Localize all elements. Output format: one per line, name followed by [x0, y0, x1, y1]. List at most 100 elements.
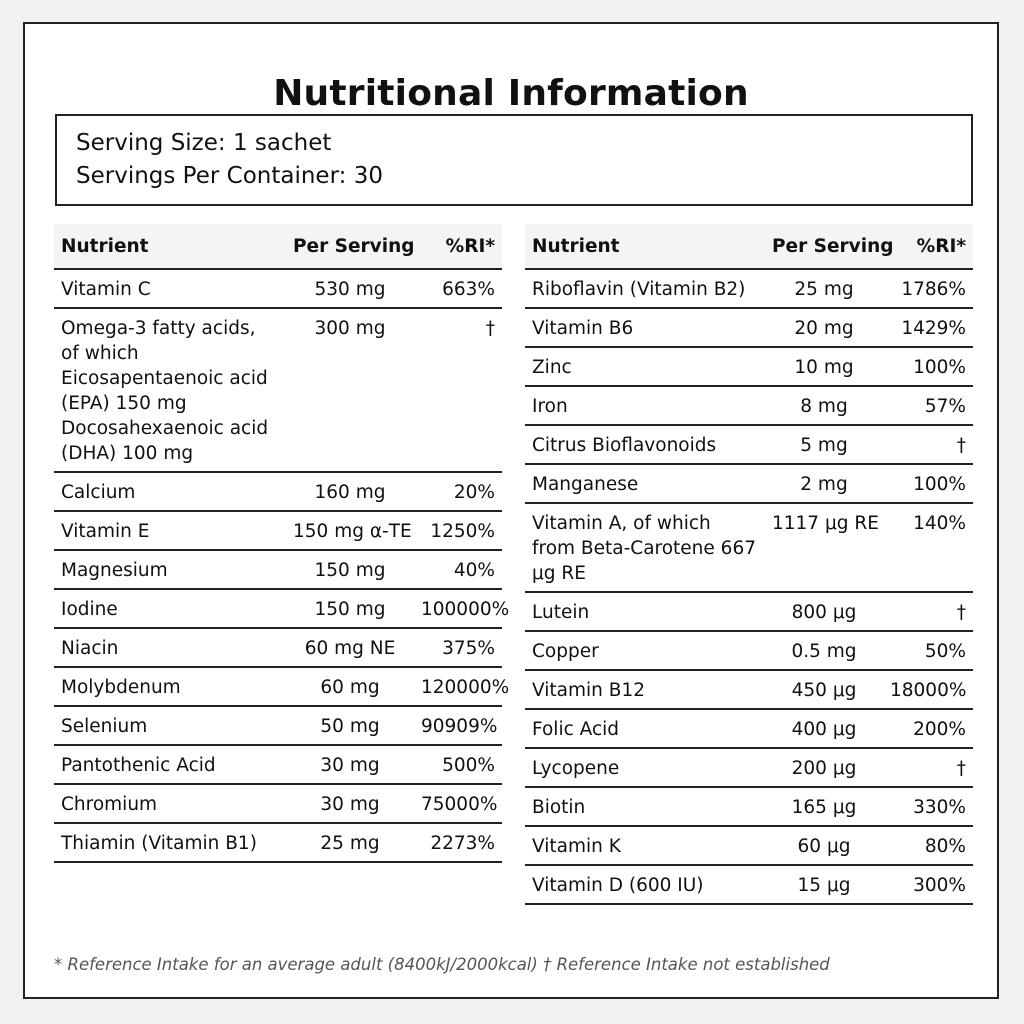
header-per-serving: Per Serving	[286, 224, 414, 270]
per-serving-value: 530 mg	[286, 269, 414, 309]
header-per-serving: Per Serving	[765, 224, 893, 270]
header-nutrient: Nutrient	[525, 224, 765, 270]
table-row: Magnesium 150 mg 40%	[54, 550, 502, 590]
table-row: Lycopene 200 μg †	[525, 748, 973, 788]
nutrient-name: Calcium	[54, 472, 286, 512]
table-row: Riboflavin (Vitamin B2) 25 mg 1786%	[525, 269, 973, 309]
table-row: Folic Acid 400 μg 200%	[525, 709, 973, 749]
nutrient-name: Chromium	[54, 784, 286, 824]
nutrient-name: Selenium	[54, 706, 286, 746]
ri-value: 2273%	[414, 823, 502, 863]
ri-value: 100%	[883, 347, 973, 387]
table-row: Omega-3 fatty acids, of which Eicosapent…	[54, 308, 502, 473]
per-serving-value: 60 mg	[286, 667, 414, 707]
ri-value: 200%	[883, 709, 973, 749]
nutrient-table-left: Nutrient Per Serving %RI* Vitamin C 530 m…	[54, 224, 509, 863]
nutrient-name: Copper	[525, 631, 765, 671]
page-title: Nutritional Information	[273, 73, 749, 114]
ri-value: 663%	[414, 269, 502, 309]
table-row: Vitamin E 150 mg α-TE 1250%	[54, 511, 502, 551]
nutrient-name: Riboflavin (Vitamin B2)	[525, 269, 765, 309]
ri-value: 20%	[414, 472, 502, 512]
ri-value: †	[414, 308, 502, 473]
nutrient-name: Vitamin C	[54, 269, 286, 309]
ri-value: 80%	[883, 826, 973, 866]
table-row: Thiamin (Vitamin B1) 25 mg 2273%	[54, 823, 502, 863]
table-row: Niacin 60 mg NE 375%	[54, 628, 502, 668]
nutrient-name: Iron	[525, 386, 765, 426]
per-serving-value: 160 mg	[286, 472, 414, 512]
table-row: Vitamin D (600 IU) 15 μg 300%	[525, 865, 973, 905]
table-row: Iron 8 mg 57%	[525, 386, 973, 426]
nutrient-name: Thiamin (Vitamin B1)	[54, 823, 286, 863]
table-row: Biotin 165 μg 330%	[525, 787, 973, 827]
per-serving-value: 5 mg	[765, 425, 883, 465]
nutrient-name: Lutein	[525, 592, 765, 632]
per-serving-value: 165 μg	[765, 787, 883, 827]
ri-value: 330%	[883, 787, 973, 827]
table-body-left: Vitamin C 530 mg 663% Omega-3 fatty acids, …	[54, 269, 509, 863]
table-row: Copper 0.5 mg 50%	[525, 631, 973, 671]
nutrition-panel: Nutritional Information Serving Size: 1 …	[23, 22, 999, 999]
table-row: Vitamin K 60 μg 80%	[525, 826, 973, 866]
ri-value: 75000%	[414, 784, 502, 824]
nutrient-name: Zinc	[525, 347, 765, 387]
per-serving-value: 30 mg	[286, 745, 414, 785]
table-row: Iodine 150 mg 100000%	[54, 589, 509, 629]
nutrient-name: Vitamin B6	[525, 308, 765, 348]
ri-value: 90909%	[414, 706, 502, 746]
ri-value: 40%	[414, 550, 502, 590]
table-row: Vitamin B6 20 mg 1429%	[525, 308, 973, 348]
table-body-right: Riboflavin (Vitamin B2) 25 mg 1786% Vitamin…	[525, 269, 973, 905]
ri-value: †	[883, 748, 973, 788]
table-row: Calcium 160 mg 20%	[54, 472, 502, 512]
ri-value: 120000%	[414, 667, 509, 707]
per-serving-value: 2 mg	[765, 464, 883, 504]
ri-value: 100%	[883, 464, 973, 504]
table-row: Citrus Bioflavonoids 5 mg †	[525, 425, 973, 465]
nutrient-name: Vitamin K	[525, 826, 765, 866]
table-row: Pantothenic Acid 30 mg 500%	[54, 745, 502, 785]
header-nutrient: Nutrient	[54, 224, 286, 270]
ri-value: †	[883, 425, 973, 465]
nutrient-name: Omega-3 fatty acids, of which Eicosapent…	[54, 308, 286, 473]
header-ri: %RI*	[414, 224, 502, 270]
nutrient-name: Lycopene	[525, 748, 765, 788]
footnote: * Reference Intake for an average adult …	[54, 955, 830, 974]
ri-value: 140%	[883, 503, 973, 593]
nutrient-name: Biotin	[525, 787, 765, 827]
per-serving-value: 10 mg	[765, 347, 883, 387]
ri-value: 1786%	[883, 269, 973, 309]
table-row: Manganese 2 mg 100%	[525, 464, 973, 504]
per-serving-value: 400 μg	[765, 709, 883, 749]
per-serving-value: 300 mg	[286, 308, 414, 473]
ri-value: 57%	[883, 386, 973, 426]
table-row: Vitamin B12 450 μg 18000%	[525, 670, 973, 710]
per-serving-value: 8 mg	[765, 386, 883, 426]
ri-value: 18000%	[883, 670, 973, 710]
nutrient-name: Magnesium	[54, 550, 286, 590]
serving-info-box: Serving Size: 1 sachet Servings Per Cont…	[55, 114, 973, 206]
per-serving-value: 150 mg	[286, 550, 414, 590]
nutrient-name: Niacin	[54, 628, 286, 668]
table-header-row: Nutrient Per Serving %RI*	[54, 224, 502, 270]
nutrient-name: Vitamin D (600 IU)	[525, 865, 765, 905]
table-row: Chromium 30 mg 75000%	[54, 784, 502, 824]
ri-value: 300%	[883, 865, 973, 905]
ri-value: 1429%	[883, 308, 973, 348]
per-serving-value: 150 mg α-TE	[286, 511, 414, 551]
serving-size: Serving Size: 1 sachet	[76, 130, 332, 156]
nutrient-name: Iodine	[54, 589, 286, 629]
ri-value: †	[883, 592, 973, 632]
ri-value: 100000%	[414, 589, 509, 629]
per-serving-value: 60 μg	[765, 826, 883, 866]
ri-value: 500%	[414, 745, 502, 785]
per-serving-value: 25 mg	[286, 823, 414, 863]
per-serving-value: 50 mg	[286, 706, 414, 746]
table-row: Molybdenum 60 mg 120000%	[54, 667, 509, 707]
per-serving-value: 15 μg	[765, 865, 883, 905]
nutrient-name: Manganese	[525, 464, 765, 504]
per-serving-value: 200 μg	[765, 748, 883, 788]
nutrient-table-right: Nutrient Per Serving %RI* Riboflavin (Vi…	[525, 224, 973, 905]
per-serving-value: 20 mg	[765, 308, 883, 348]
